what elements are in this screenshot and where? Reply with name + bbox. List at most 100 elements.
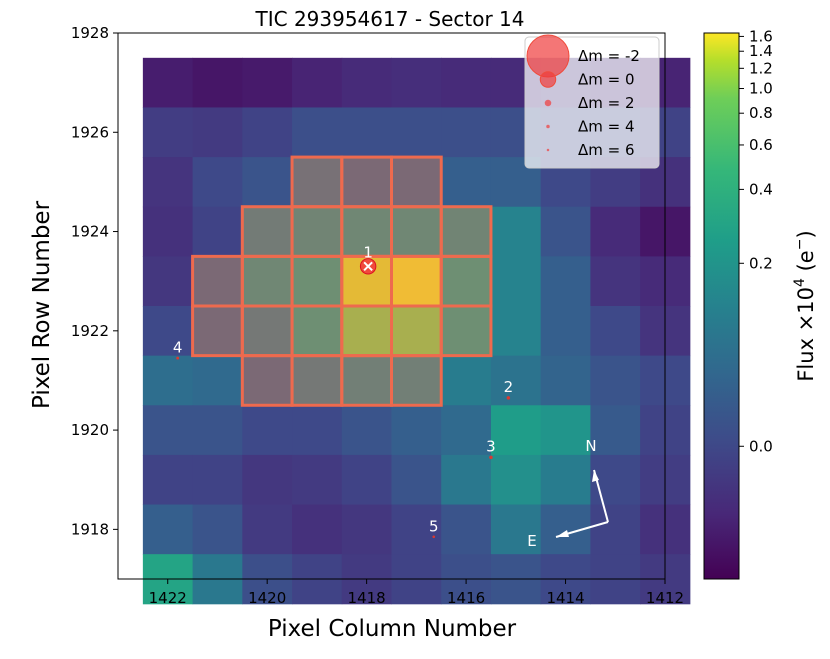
aperture-pixel: [240, 254, 294, 308]
flux-pixel: [192, 256, 243, 307]
aperture-pixel: [439, 304, 493, 358]
flux-pixel: [441, 256, 492, 307]
flux-pixel: [192, 206, 243, 257]
flux-pixel: [540, 355, 591, 406]
flux-pixel: [590, 206, 641, 257]
y-tick-label: 1922: [71, 322, 109, 340]
flux-pixel: [540, 405, 591, 456]
flux-pixel: [292, 157, 343, 208]
flux-pixel: [441, 504, 492, 555]
x-tick-label: 1412: [646, 589, 684, 607]
colorbar-tick-label: 1.2: [749, 59, 773, 77]
colorbar-ticks: 1.61.41.2 1.0 0.8 0.6 0.4 0.2 0.0: [739, 27, 773, 455]
flux-pixel: [490, 504, 542, 555]
flux-pixel: [341, 206, 392, 257]
aperture-pixel: [240, 304, 294, 358]
aperture-pixel: [390, 155, 443, 209]
flux-pixel: [341, 504, 392, 555]
x-tick-label: 1414: [546, 589, 584, 607]
legend-marker: [544, 99, 552, 107]
flux-pixel: [391, 454, 442, 506]
flux-pixel: [391, 206, 442, 257]
flux-pixel: [292, 206, 343, 257]
flux-pixel: [242, 504, 293, 555]
colorbar-tick-label: 0.8: [749, 104, 773, 122]
flux-pixel: [292, 504, 343, 555]
flux-pixel: [192, 405, 243, 456]
flux-pixel: [192, 306, 243, 357]
flux-pixel: [292, 57, 343, 108]
flux-pixel: [391, 57, 442, 108]
legend-label: Δm = 0: [578, 71, 635, 89]
colorbar-tick-label: 1.0: [749, 80, 773, 98]
compass: NE: [527, 437, 609, 550]
flux-pixel: [341, 306, 392, 357]
star-label: 2: [504, 378, 514, 396]
y-tick-label: 1928: [71, 24, 109, 42]
aperture-pixel: [340, 354, 394, 407]
star-marker: [506, 396, 511, 400]
aperture-pixel: [191, 304, 244, 358]
star-markers: 1 2 3 4 5: [173, 244, 513, 539]
flux-pixel: [490, 206, 542, 257]
flux-pixel: [341, 454, 392, 506]
flux-pixel: [142, 57, 194, 108]
star-label: 1: [363, 244, 373, 262]
east-arrowhead-icon: [556, 530, 569, 537]
y-axis-label: Pixel Row Number: [29, 200, 55, 409]
flux-pixel: [292, 306, 343, 357]
legend-label: Δm = -2: [578, 47, 640, 65]
colorbar-label: Flux ×104 (e−): [792, 230, 818, 381]
flux-pixel: [391, 256, 442, 307]
flux-pixel: [242, 57, 293, 108]
colorbar-tick-label: 0.2: [749, 254, 773, 272]
aperture-pixel: [240, 354, 294, 407]
flux-pixel: [242, 256, 293, 307]
legend-label: Δm = 6: [578, 141, 635, 159]
flux-pixel: [391, 504, 442, 555]
legend-marker: [546, 148, 550, 152]
flux-pixel: [441, 454, 492, 506]
flux-pixel: [142, 454, 194, 506]
flux-pixel: [391, 107, 442, 158]
legend-marker: [539, 71, 557, 88]
flux-pixel: [391, 405, 442, 456]
star-marker: [489, 455, 493, 460]
flux-pixel: [142, 355, 194, 406]
flux-pixel: [441, 355, 492, 406]
colorbar-tick-label: 0.4: [749, 180, 773, 198]
flux-pixel: [540, 306, 591, 357]
flux-pixel: [192, 454, 243, 506]
flux-pixel: [540, 454, 591, 506]
aperture-pixel: [290, 354, 344, 407]
legend: Δm = -2 Δm = 0 Δm = 2 Δm = 4 Δm = 6: [524, 34, 660, 169]
flux-pixel: [242, 206, 293, 257]
flux-pixel: [441, 57, 492, 108]
colorbar-tick-label: 1.4: [749, 42, 773, 60]
x-tick-label: 1422: [149, 589, 187, 607]
flux-pixel: [242, 454, 293, 506]
flux-pixel: [192, 355, 243, 406]
y-tick-label: 1924: [71, 223, 109, 241]
flux-pixel: [441, 157, 492, 208]
flux-pixel: [142, 256, 194, 307]
plot-frame: [117, 32, 666, 580]
flux-pixel: [441, 107, 492, 158]
svg-text:Flux ×104 (e−): Flux ×104 (e−): [792, 230, 818, 381]
flux-pixel: [292, 107, 343, 158]
heatmap-grid: [142, 57, 691, 605]
x-tick-label: 1418: [348, 589, 386, 607]
flux-pixel: [242, 306, 293, 357]
flux-pixel: [292, 355, 343, 406]
legend-label: Δm = 4: [578, 118, 635, 136]
flux-pixel: [292, 405, 343, 456]
flux-pixel: [590, 256, 641, 307]
flux-pixel: [490, 306, 542, 357]
flux-pixel: [192, 504, 243, 555]
flux-pixel: [192, 57, 243, 108]
flux-pixel: [242, 157, 293, 208]
flux-pixel: [391, 355, 442, 406]
flux-pixel: [242, 355, 293, 406]
y-tick-label: 1920: [71, 421, 109, 439]
